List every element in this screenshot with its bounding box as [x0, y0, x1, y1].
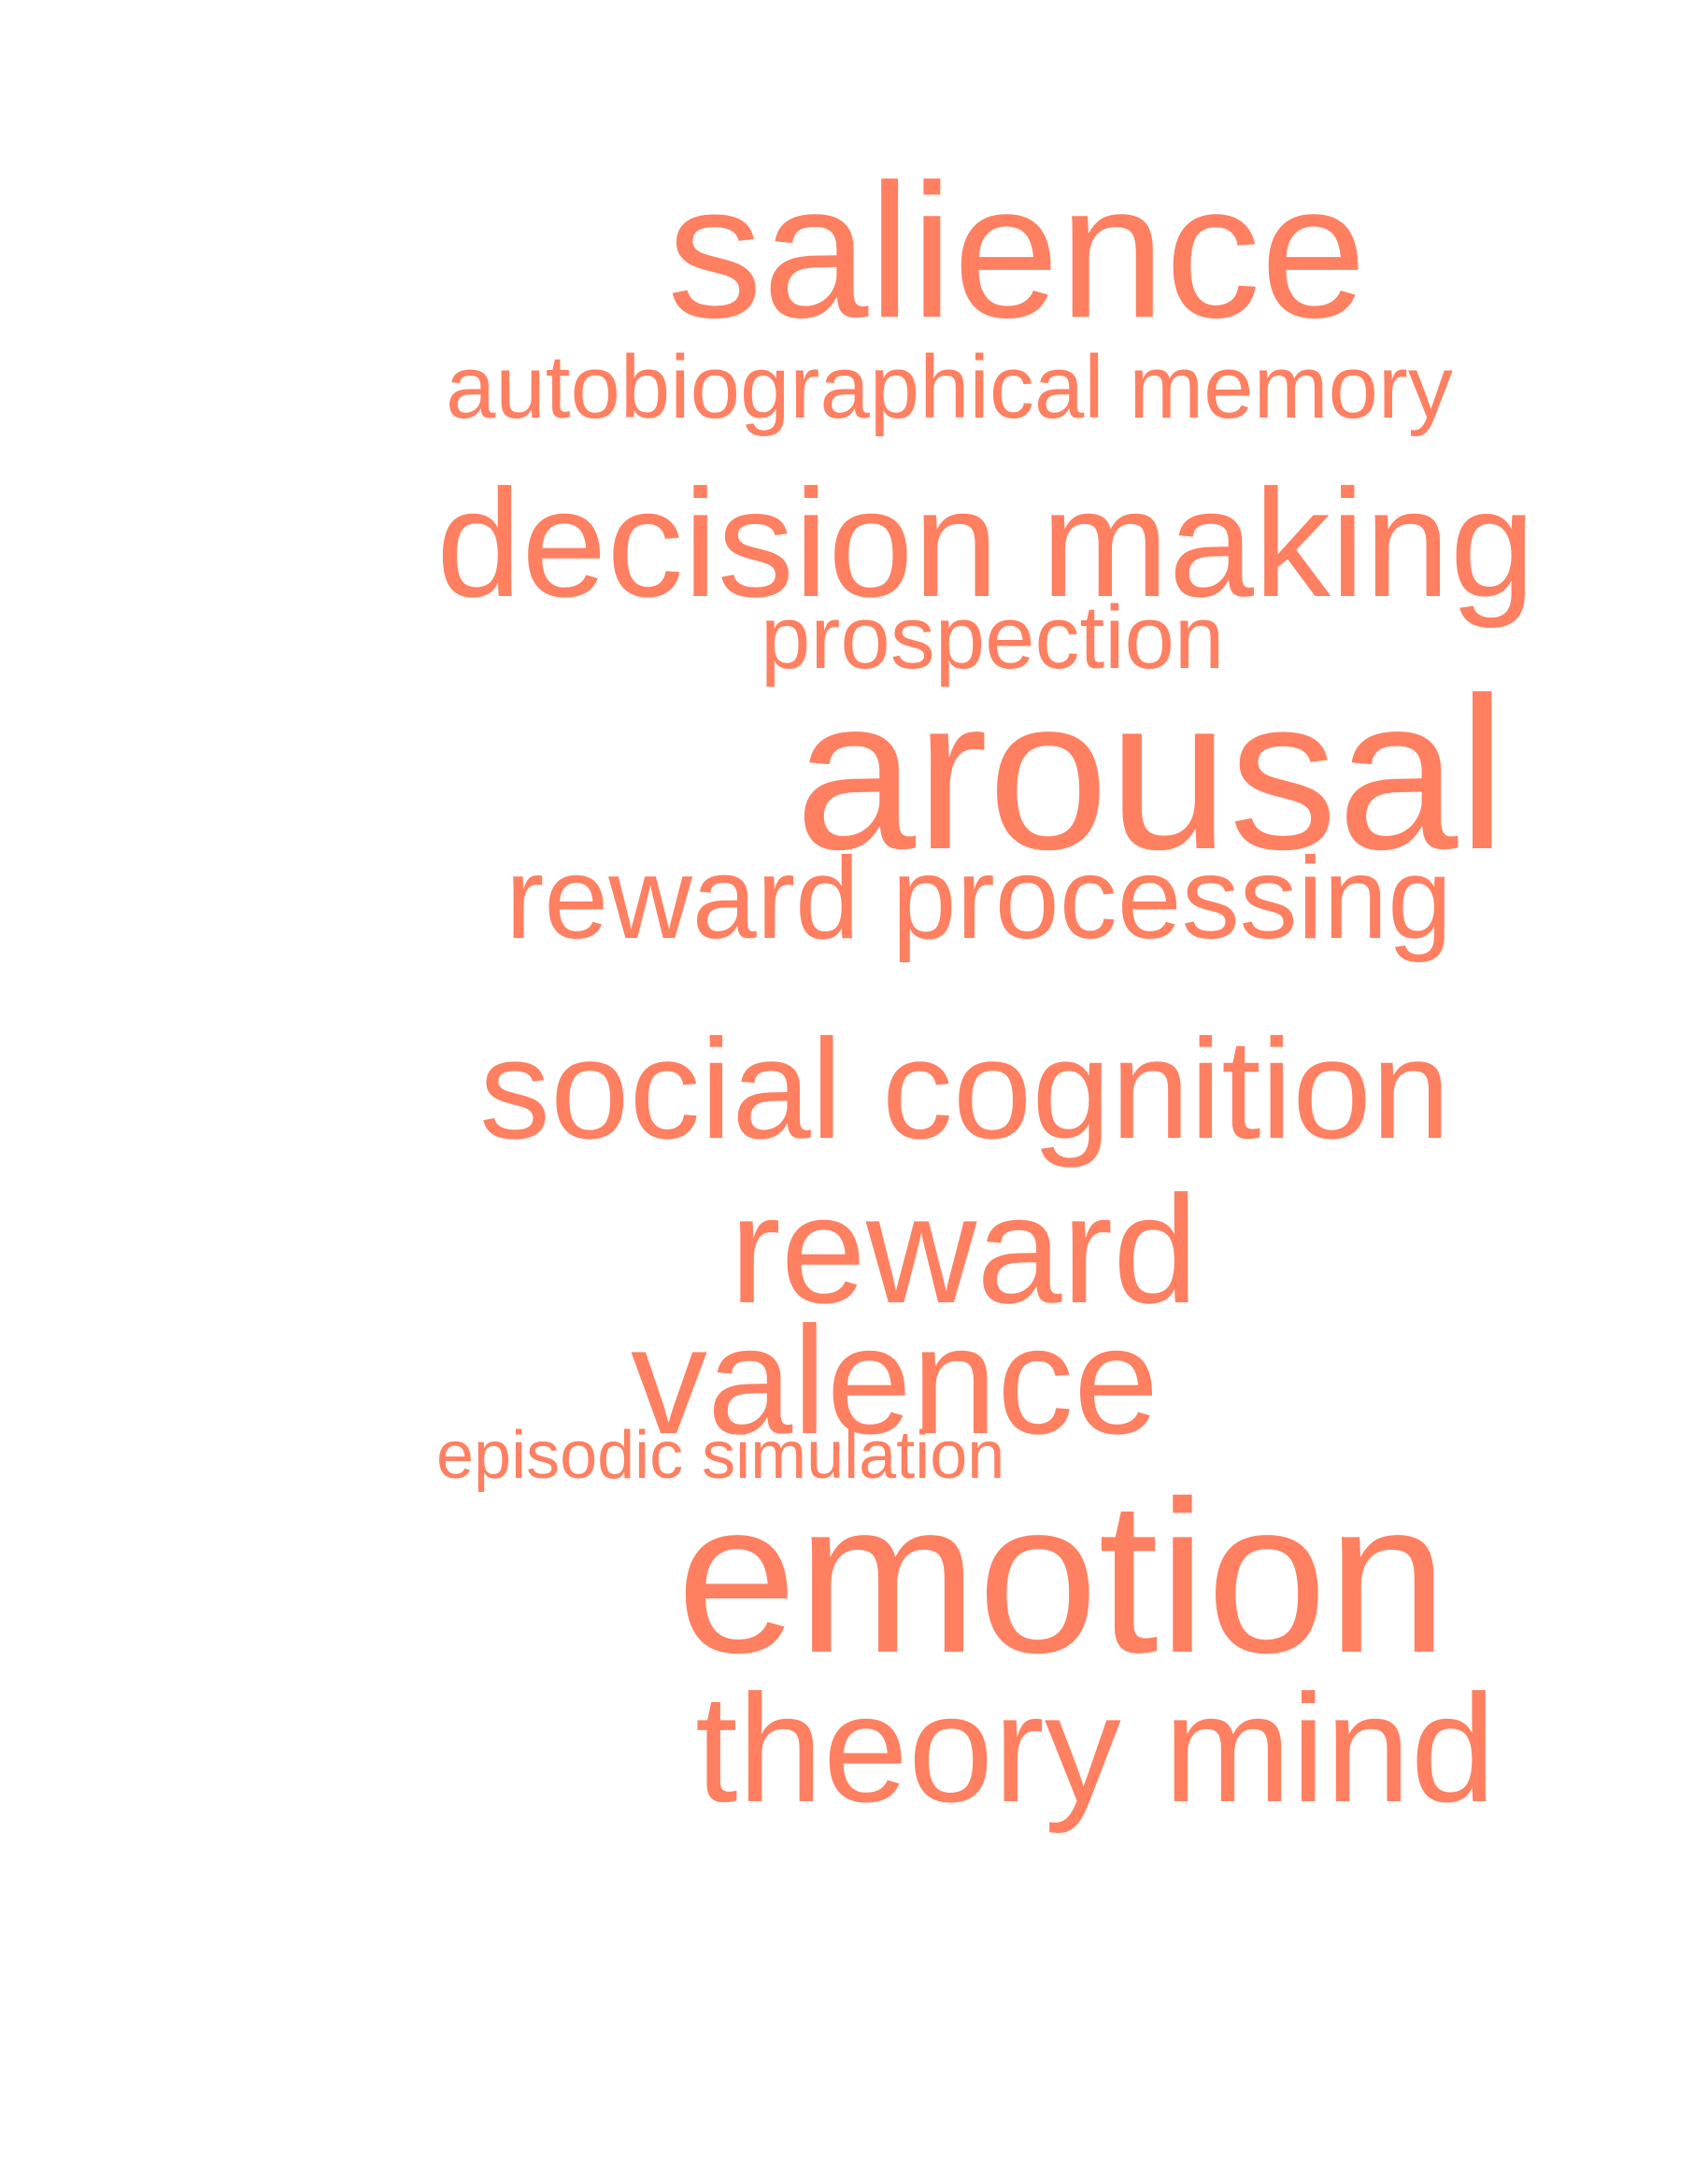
word-autobiographical-memory: autobiographical memory	[446, 337, 1453, 437]
word-episodic-simulation: episodic simulation	[436, 1418, 1005, 1493]
word-arousal: arousal	[795, 653, 1506, 895]
word-prospection: prospection	[761, 588, 1225, 688]
word-reward: reward	[730, 1164, 1199, 1335]
word-decision-making: decision making	[436, 458, 1535, 629]
word-salience: salience	[667, 145, 1367, 358]
word-valence: valence	[631, 1295, 1160, 1466]
word-social-cognition: social cognition	[479, 1010, 1451, 1169]
word-reward-processing: reward processing	[505, 834, 1453, 963]
word-emotion: emotion	[676, 1456, 1448, 1698]
word-theory-mind: theory mind	[695, 1663, 1496, 1834]
